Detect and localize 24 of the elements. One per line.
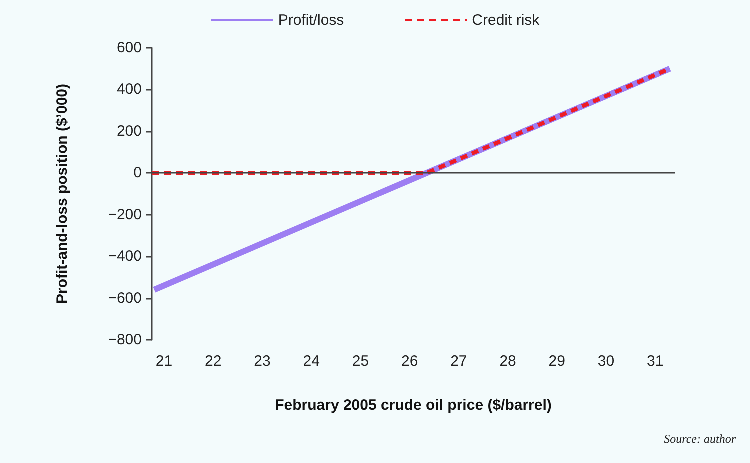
y-tick-label: −200	[108, 206, 142, 224]
x-tick-label: 28	[500, 353, 516, 370]
x-tick-label: 30	[598, 353, 615, 370]
y-tick-label: 400	[116, 81, 142, 98]
y-tick-label: 600	[116, 40, 142, 56]
legend-label: Profit/loss	[278, 12, 344, 29]
source-note: Source: author	[664, 432, 736, 446]
y-tick-label: −800	[108, 332, 142, 348]
y-tick-label: 0	[134, 164, 142, 182]
x-tick-label: 21	[156, 353, 173, 370]
y-tick-label: 200	[116, 122, 142, 140]
legend-label: Credit risk	[472, 12, 540, 29]
x-tick-label: 23	[254, 353, 271, 370]
y-axis-title: Profit-and-loss position ($’000)	[54, 84, 71, 304]
x-tick-label: 27	[450, 353, 468, 370]
y-tick-label: −400	[108, 248, 142, 266]
x-tick-label: 22	[205, 353, 222, 370]
x-tick-label: 29	[548, 353, 566, 370]
x-tick-label: 26	[401, 353, 418, 370]
y-tick-label: −600	[108, 290, 142, 307]
x-axis-title: February 2005 crude oil price ($/barrel)	[275, 397, 552, 414]
x-tick-label: 24	[303, 353, 320, 370]
x-tick-label: 25	[352, 353, 370, 370]
x-tick-label: 31	[647, 353, 664, 370]
